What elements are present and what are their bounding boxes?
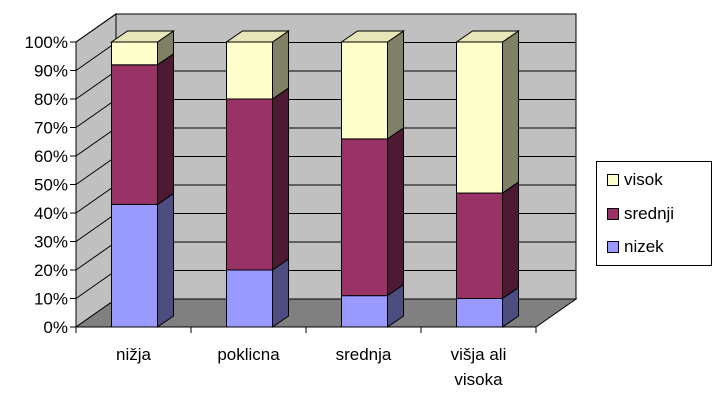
bar-front	[341, 295, 388, 328]
legend-swatch-srednji	[607, 208, 619, 220]
bar-front	[341, 138, 388, 297]
bar-segment-srednji	[111, 52, 174, 206]
bar-segment-srednji	[456, 181, 519, 300]
bar-side	[502, 181, 519, 300]
y-tick-label: 90%	[34, 62, 68, 81]
legend-item-nizek: nizek	[607, 237, 664, 257]
bar-front	[226, 41, 273, 100]
legend-swatch-visok	[607, 174, 619, 186]
bar-top	[109, 30, 176, 43]
y-tick-label: 60%	[34, 147, 68, 166]
bar-front	[226, 98, 273, 271]
bar-top	[224, 30, 291, 43]
legend-label-srednji: srednji	[624, 204, 675, 223]
legend-item-srednji: srednji	[607, 204, 674, 224]
bar-segment-visok	[224, 30, 291, 100]
bar-side	[387, 30, 404, 140]
bar-segment-srednji	[341, 126, 404, 297]
x-axis: nižja poklicna srednja višja ali visoka	[75, 326, 537, 389]
legend-swatch-nizek	[607, 241, 619, 253]
x-category-label: višja ali	[451, 345, 507, 364]
y-tick-label: 10%	[34, 290, 68, 309]
bar-side	[157, 192, 174, 328]
legend-label-visok: visok	[624, 170, 663, 189]
bar-segment-visok	[109, 30, 176, 66]
bar-front	[456, 298, 503, 328]
y-tick-label: 70%	[34, 119, 68, 138]
bars	[109, 30, 521, 328]
bar-top	[454, 30, 521, 43]
bar-front	[456, 192, 503, 299]
legend-label-nizek: nizek	[624, 237, 664, 256]
y-tick-label: 100%	[25, 33, 68, 52]
x-category-label: visoka	[454, 370, 503, 389]
stacked-bar-chart: 0% 10% 20% 30% 40% 50% 60% 70% 80% 90% 100% nižja p…	[25, 13, 578, 389]
y-tick-label: 0%	[43, 318, 68, 337]
bar-front	[456, 41, 503, 194]
bar-front	[111, 41, 158, 66]
y-tick-label: 80%	[34, 90, 68, 109]
bar-side	[272, 258, 289, 328]
bar-side	[272, 87, 289, 271]
legend-item-visok: visok	[607, 170, 663, 190]
y-axis: 0% 10% 20% 30% 40% 50% 60% 70% 80% 90% 100%	[25, 33, 77, 337]
y-tick-label: 40%	[34, 204, 68, 223]
bar-front	[341, 41, 388, 140]
x-category-label: poklicna	[217, 345, 280, 364]
bar-top	[339, 30, 406, 43]
bar-front	[111, 203, 158, 328]
bar-segment-visok	[454, 30, 521, 195]
bar-segment-nizek	[111, 192, 174, 328]
bar-side	[272, 30, 289, 100]
legend: visok srednji nizek	[596, 161, 712, 266]
x-category-label: srednja	[336, 345, 392, 364]
y-tick-label: 50%	[34, 176, 68, 195]
y-tick-label: 30%	[34, 233, 68, 252]
bar-side	[157, 52, 174, 206]
bar-front	[111, 64, 158, 205]
gridline	[75, 13, 576, 43]
bar-segment-visok	[339, 30, 406, 140]
bar-front	[226, 269, 273, 328]
bar-segment-srednji	[226, 87, 289, 271]
x-category-label: nižja	[116, 345, 152, 364]
bar-side	[502, 30, 519, 195]
y-tick-label: 20%	[34, 261, 68, 280]
bar-side	[387, 126, 404, 297]
